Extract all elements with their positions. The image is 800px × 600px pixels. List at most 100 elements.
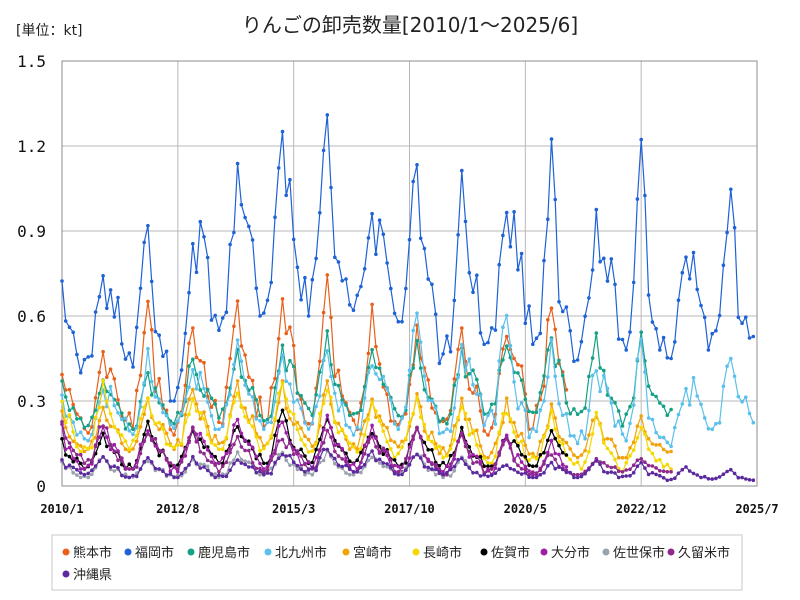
- data-point: [183, 454, 188, 458]
- data-point: [161, 422, 165, 427]
- data-point: [714, 421, 718, 426]
- data-point: [153, 444, 158, 448]
- data-point: [247, 439, 251, 444]
- data-point: [646, 293, 651, 297]
- data-point: [557, 401, 561, 406]
- data-point: [276, 419, 281, 423]
- data-point: [441, 460, 445, 465]
- data-point: [198, 431, 203, 436]
- data-point: [116, 458, 120, 463]
- data-point: [235, 379, 240, 383]
- data-point: [456, 233, 460, 237]
- data-point: [628, 421, 632, 426]
- data-point: [411, 434, 416, 439]
- data-point: [284, 193, 289, 198]
- data-point: [138, 467, 143, 471]
- data-point: [97, 441, 102, 446]
- data-point: [243, 462, 247, 467]
- data-point: [224, 435, 229, 440]
- data-point: [220, 316, 225, 320]
- data-point: [602, 373, 606, 378]
- data-point: [291, 237, 296, 242]
- data-point: [523, 471, 528, 475]
- data-point: [235, 299, 240, 303]
- data-point: [276, 439, 281, 443]
- data-point: [531, 410, 535, 415]
- data-point: [329, 453, 333, 457]
- data-point: [108, 384, 113, 389]
- data-point: [228, 393, 232, 397]
- data-point: [673, 340, 677, 344]
- data-point: [512, 210, 516, 214]
- legend-item: 佐賀市: [480, 545, 530, 561]
- data-point: [508, 244, 513, 249]
- data-point: [217, 427, 221, 432]
- data-point: [702, 315, 707, 320]
- data-point: [430, 467, 434, 472]
- data-point: [643, 370, 647, 374]
- data-point: [67, 435, 72, 439]
- data-point: [687, 403, 692, 407]
- data-point: [377, 451, 382, 455]
- legend-label: 大分市: [551, 545, 590, 561]
- data-point: [153, 329, 158, 334]
- data-point: [534, 336, 539, 341]
- data-point: [613, 444, 617, 448]
- data-point: [108, 442, 113, 447]
- data-point: [325, 349, 330, 353]
- data-point: [179, 411, 184, 416]
- data-point: [415, 338, 419, 343]
- data-point: [661, 447, 666, 452]
- data-point: [217, 470, 221, 474]
- data-point: [86, 471, 90, 476]
- data-point: [217, 420, 221, 425]
- data-point: [362, 443, 367, 448]
- data-point: [280, 381, 285, 386]
- data-point: [568, 457, 572, 462]
- data-point: [519, 251, 524, 256]
- data-point: [217, 441, 221, 446]
- data-point: [63, 465, 68, 470]
- data-point: [116, 295, 120, 300]
- data-point: [534, 475, 539, 480]
- data-point: [239, 359, 244, 364]
- data-point: [239, 375, 244, 379]
- data-point: [501, 439, 505, 444]
- data-point: [71, 439, 75, 444]
- data-point: [658, 442, 662, 447]
- data-point: [471, 382, 475, 387]
- data-point: [714, 476, 718, 481]
- data-point: [437, 431, 442, 436]
- data-point: [534, 464, 539, 468]
- data-point: [273, 416, 277, 421]
- data-point: [445, 470, 449, 475]
- data-point: [497, 262, 502, 267]
- legend-label: 佐賀市: [491, 545, 530, 561]
- data-point: [538, 408, 543, 412]
- data-point: [202, 445, 206, 450]
- data-point: [362, 396, 367, 400]
- data-point: [321, 427, 326, 432]
- data-point: [262, 472, 266, 477]
- data-point: [497, 359, 502, 363]
- data-point: [725, 469, 729, 474]
- data-point: [516, 268, 520, 272]
- data-point: [482, 456, 487, 461]
- data-point: [430, 398, 434, 403]
- data-point: [385, 387, 389, 391]
- data-point: [191, 454, 195, 459]
- legend-marker: [264, 548, 272, 556]
- data-point: [493, 328, 498, 332]
- legend-marker: [62, 548, 70, 556]
- data-point: [149, 413, 154, 418]
- data-point: [243, 459, 247, 464]
- data-point: [82, 357, 87, 362]
- data-point: [658, 469, 662, 473]
- data-point: [291, 400, 296, 404]
- data-point: [273, 386, 277, 390]
- data-point: [254, 466, 259, 471]
- data-point: [321, 458, 326, 463]
- data-point: [90, 458, 94, 463]
- data-point: [362, 267, 367, 271]
- data-point: [557, 452, 561, 457]
